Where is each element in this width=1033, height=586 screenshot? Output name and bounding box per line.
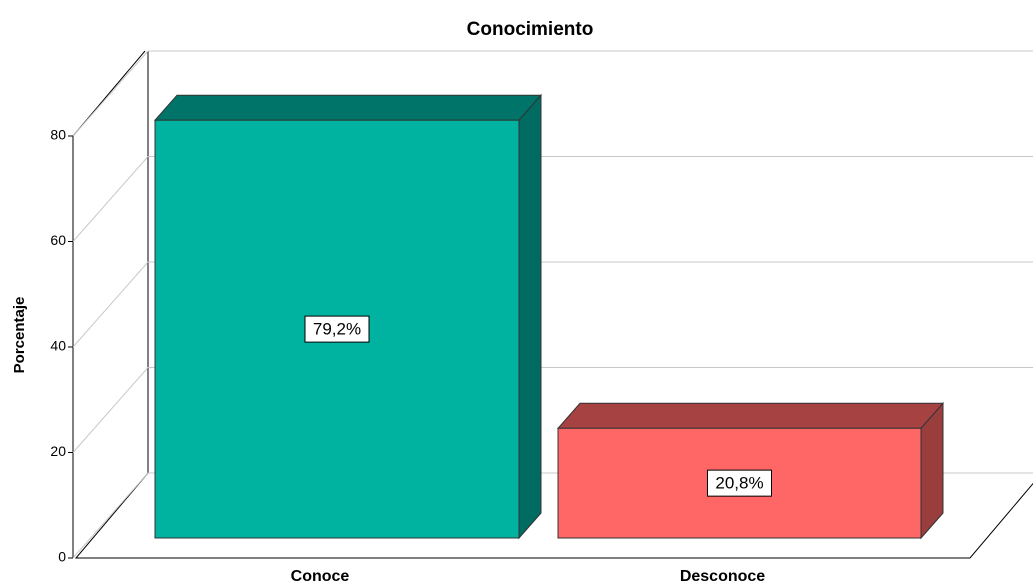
x-tick-label: Conoce [291, 568, 350, 585]
y-tick-label: 80 [50, 127, 66, 143]
value-label-box [304, 315, 370, 343]
y-tick-label: 60 [50, 232, 66, 248]
value-label: 79,2% [313, 320, 361, 339]
y-axis-title: Porcentaje [11, 297, 28, 374]
x-tick-label: Desconoce [680, 568, 765, 585]
y-tick-label: 0 [58, 549, 66, 565]
floor [74, 472, 1033, 559]
grid-line [72, 472, 149, 559]
value-label-box [707, 469, 772, 497]
grid-line [72, 156, 149, 242]
grid-line [72, 261, 149, 348]
grid-line [72, 50, 149, 137]
grid-line [72, 367, 149, 453]
y-tick-label: 40 [50, 338, 66, 354]
y-tick-label: 20 [50, 443, 66, 459]
chart-title: Conocimiento [467, 19, 594, 40]
bar-top [556, 402, 945, 429]
bar-side [518, 93, 542, 540]
value-label: 20,8% [715, 474, 763, 493]
bar-top [153, 94, 543, 121]
